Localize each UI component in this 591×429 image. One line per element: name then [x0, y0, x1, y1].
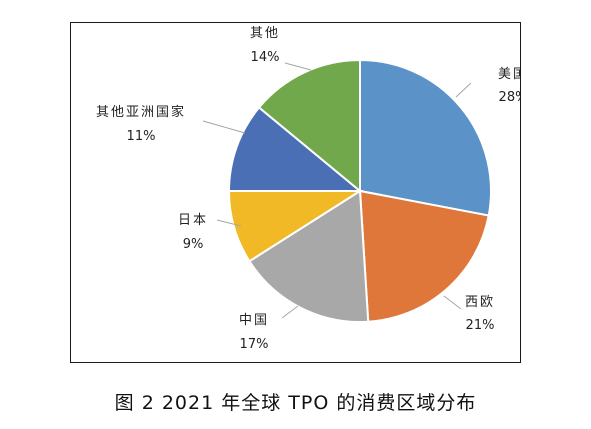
slice-label-其他: 其他: [250, 26, 280, 41]
leader-line-美国: [455, 82, 472, 98]
slice-label-美国: 美国: [498, 67, 520, 82]
pie-slice-美国: [359, 58, 492, 217]
slice-label-西欧: 西欧: [465, 295, 495, 310]
pie-chart: 美国 28% 西欧 21% 中国 17% 日本 9% 其他亚洲国家 11% 其他 14%: [96, 26, 520, 352]
figure-caption: 图 2 2021 年全球 TPO 的消费区域分布: [114, 392, 477, 414]
slice-label-日本: 日本: [178, 213, 208, 228]
pie-slice-其他亚洲国家: [227, 106, 363, 192]
slice-label-其他亚洲国家: 其他亚洲国家: [96, 104, 186, 120]
slice-percent-其他亚洲国家: 11%: [127, 129, 156, 144]
pie-slice-中国: [248, 189, 370, 323]
leader-line-日本: [216, 219, 242, 227]
pie-slice-西欧: [358, 189, 490, 323]
slice-percent-中国: 17%: [240, 337, 269, 352]
pie-slice-其他: [257, 58, 361, 194]
slice-percent-美国: 28%: [499, 90, 520, 105]
chart-frame: 美国 28% 西欧 21% 中国 17% 日本 9% 其他亚洲国家 11% 其他 14%: [70, 22, 521, 363]
leader-line-其他: [284, 62, 312, 71]
slice-percent-日本: 9%: [183, 237, 204, 252]
slice-percent-西欧: 21%: [466, 318, 495, 333]
slice-percent-其他: 14%: [251, 50, 280, 65]
leader-line-其他亚洲国家: [202, 120, 246, 134]
leader-line-西欧: [443, 295, 462, 310]
leader-line-中国: [281, 305, 299, 319]
slice-label-中国: 中国: [239, 313, 269, 328]
